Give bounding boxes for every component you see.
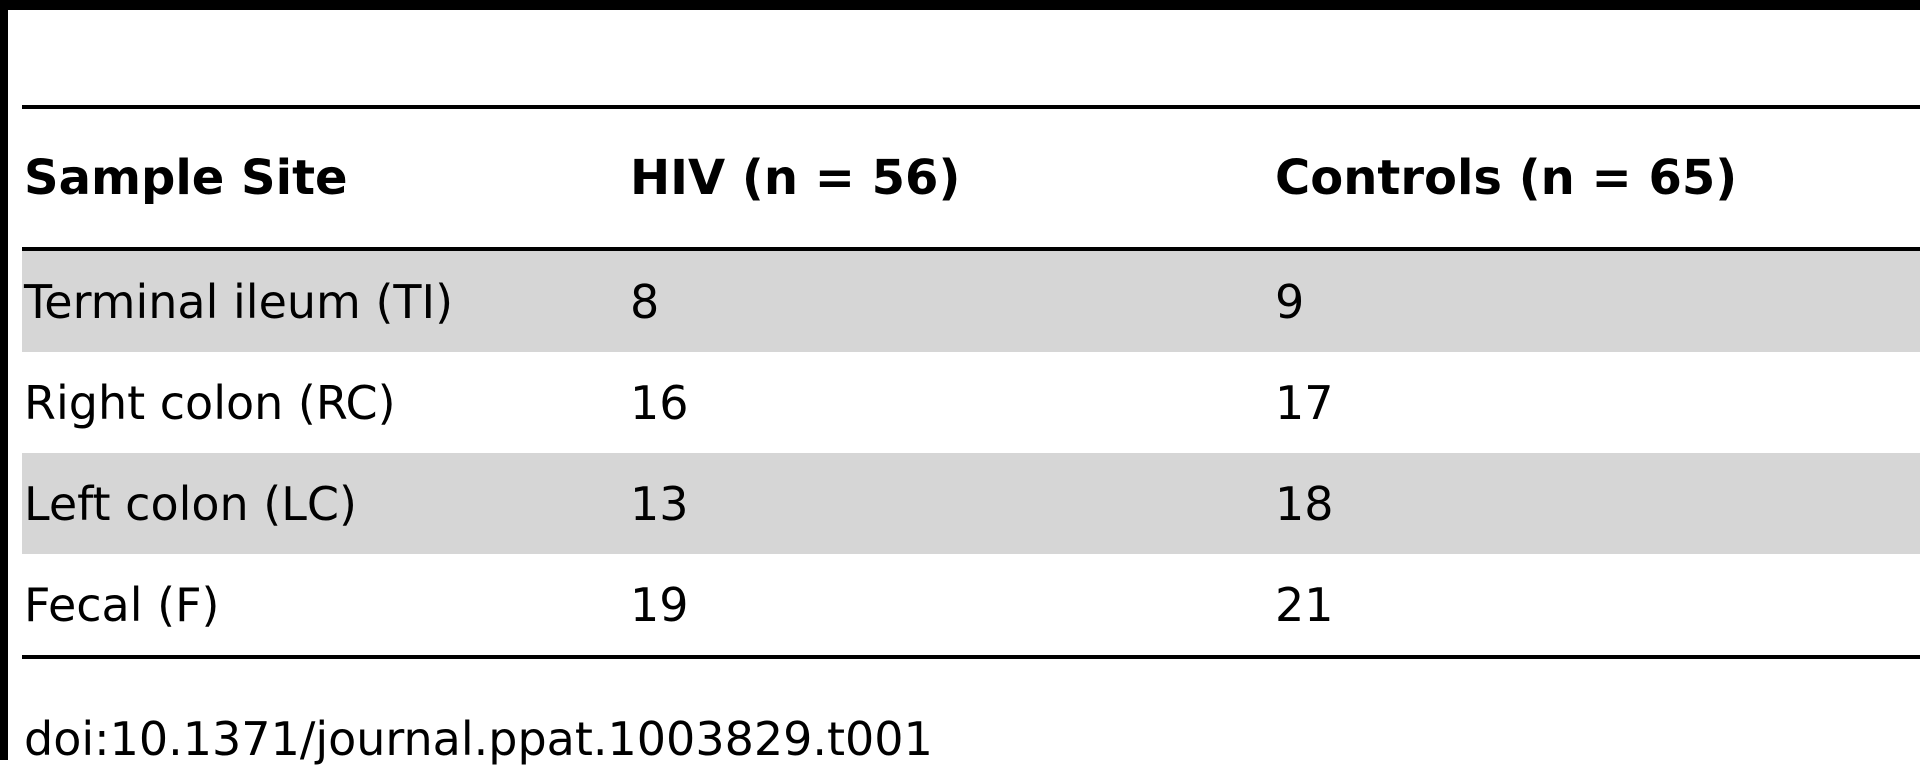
cell-hiv: 16 [630,375,689,430]
table-row: Fecal (F) 19 21 [22,554,1920,655]
header-sample-site: Sample Site [24,150,348,206]
cell-sample-site: Right colon (RC) [24,375,396,430]
cell-hiv: 13 [630,476,689,531]
cell-sample-site: Left colon (LC) [24,476,357,531]
header-rule [22,247,1920,251]
cell-controls: 18 [1275,476,1334,531]
table-header-row: Sample Site HIV (n = 56) Controls (n = 6… [22,109,1920,247]
cell-controls: 21 [1275,577,1334,632]
table-top-rule [22,105,1920,109]
cell-controls: 9 [1275,274,1305,329]
table-bottom-rule [22,655,1920,659]
top-border-rule [0,0,1920,10]
left-border-rule [0,0,8,760]
cell-sample-site: Terminal ileum (TI) [24,274,454,329]
doi-caption: doi:10.1371/journal.ppat.1003829.t001 [24,712,933,766]
cell-sample-site: Fecal (F) [24,577,220,632]
header-hiv: HIV (n = 56) [630,150,961,206]
table-row: Left colon (LC) 13 18 [22,453,1920,554]
data-table: Sample Site HIV (n = 56) Controls (n = 6… [22,105,1920,659]
header-controls: Controls (n = 65) [1275,150,1738,206]
cell-hiv: 8 [630,274,660,329]
table-row: Right colon (RC) 16 17 [22,352,1920,453]
cell-controls: 17 [1275,375,1334,430]
table-row: Terminal ileum (TI) 8 9 [22,251,1920,352]
cell-hiv: 19 [630,577,689,632]
